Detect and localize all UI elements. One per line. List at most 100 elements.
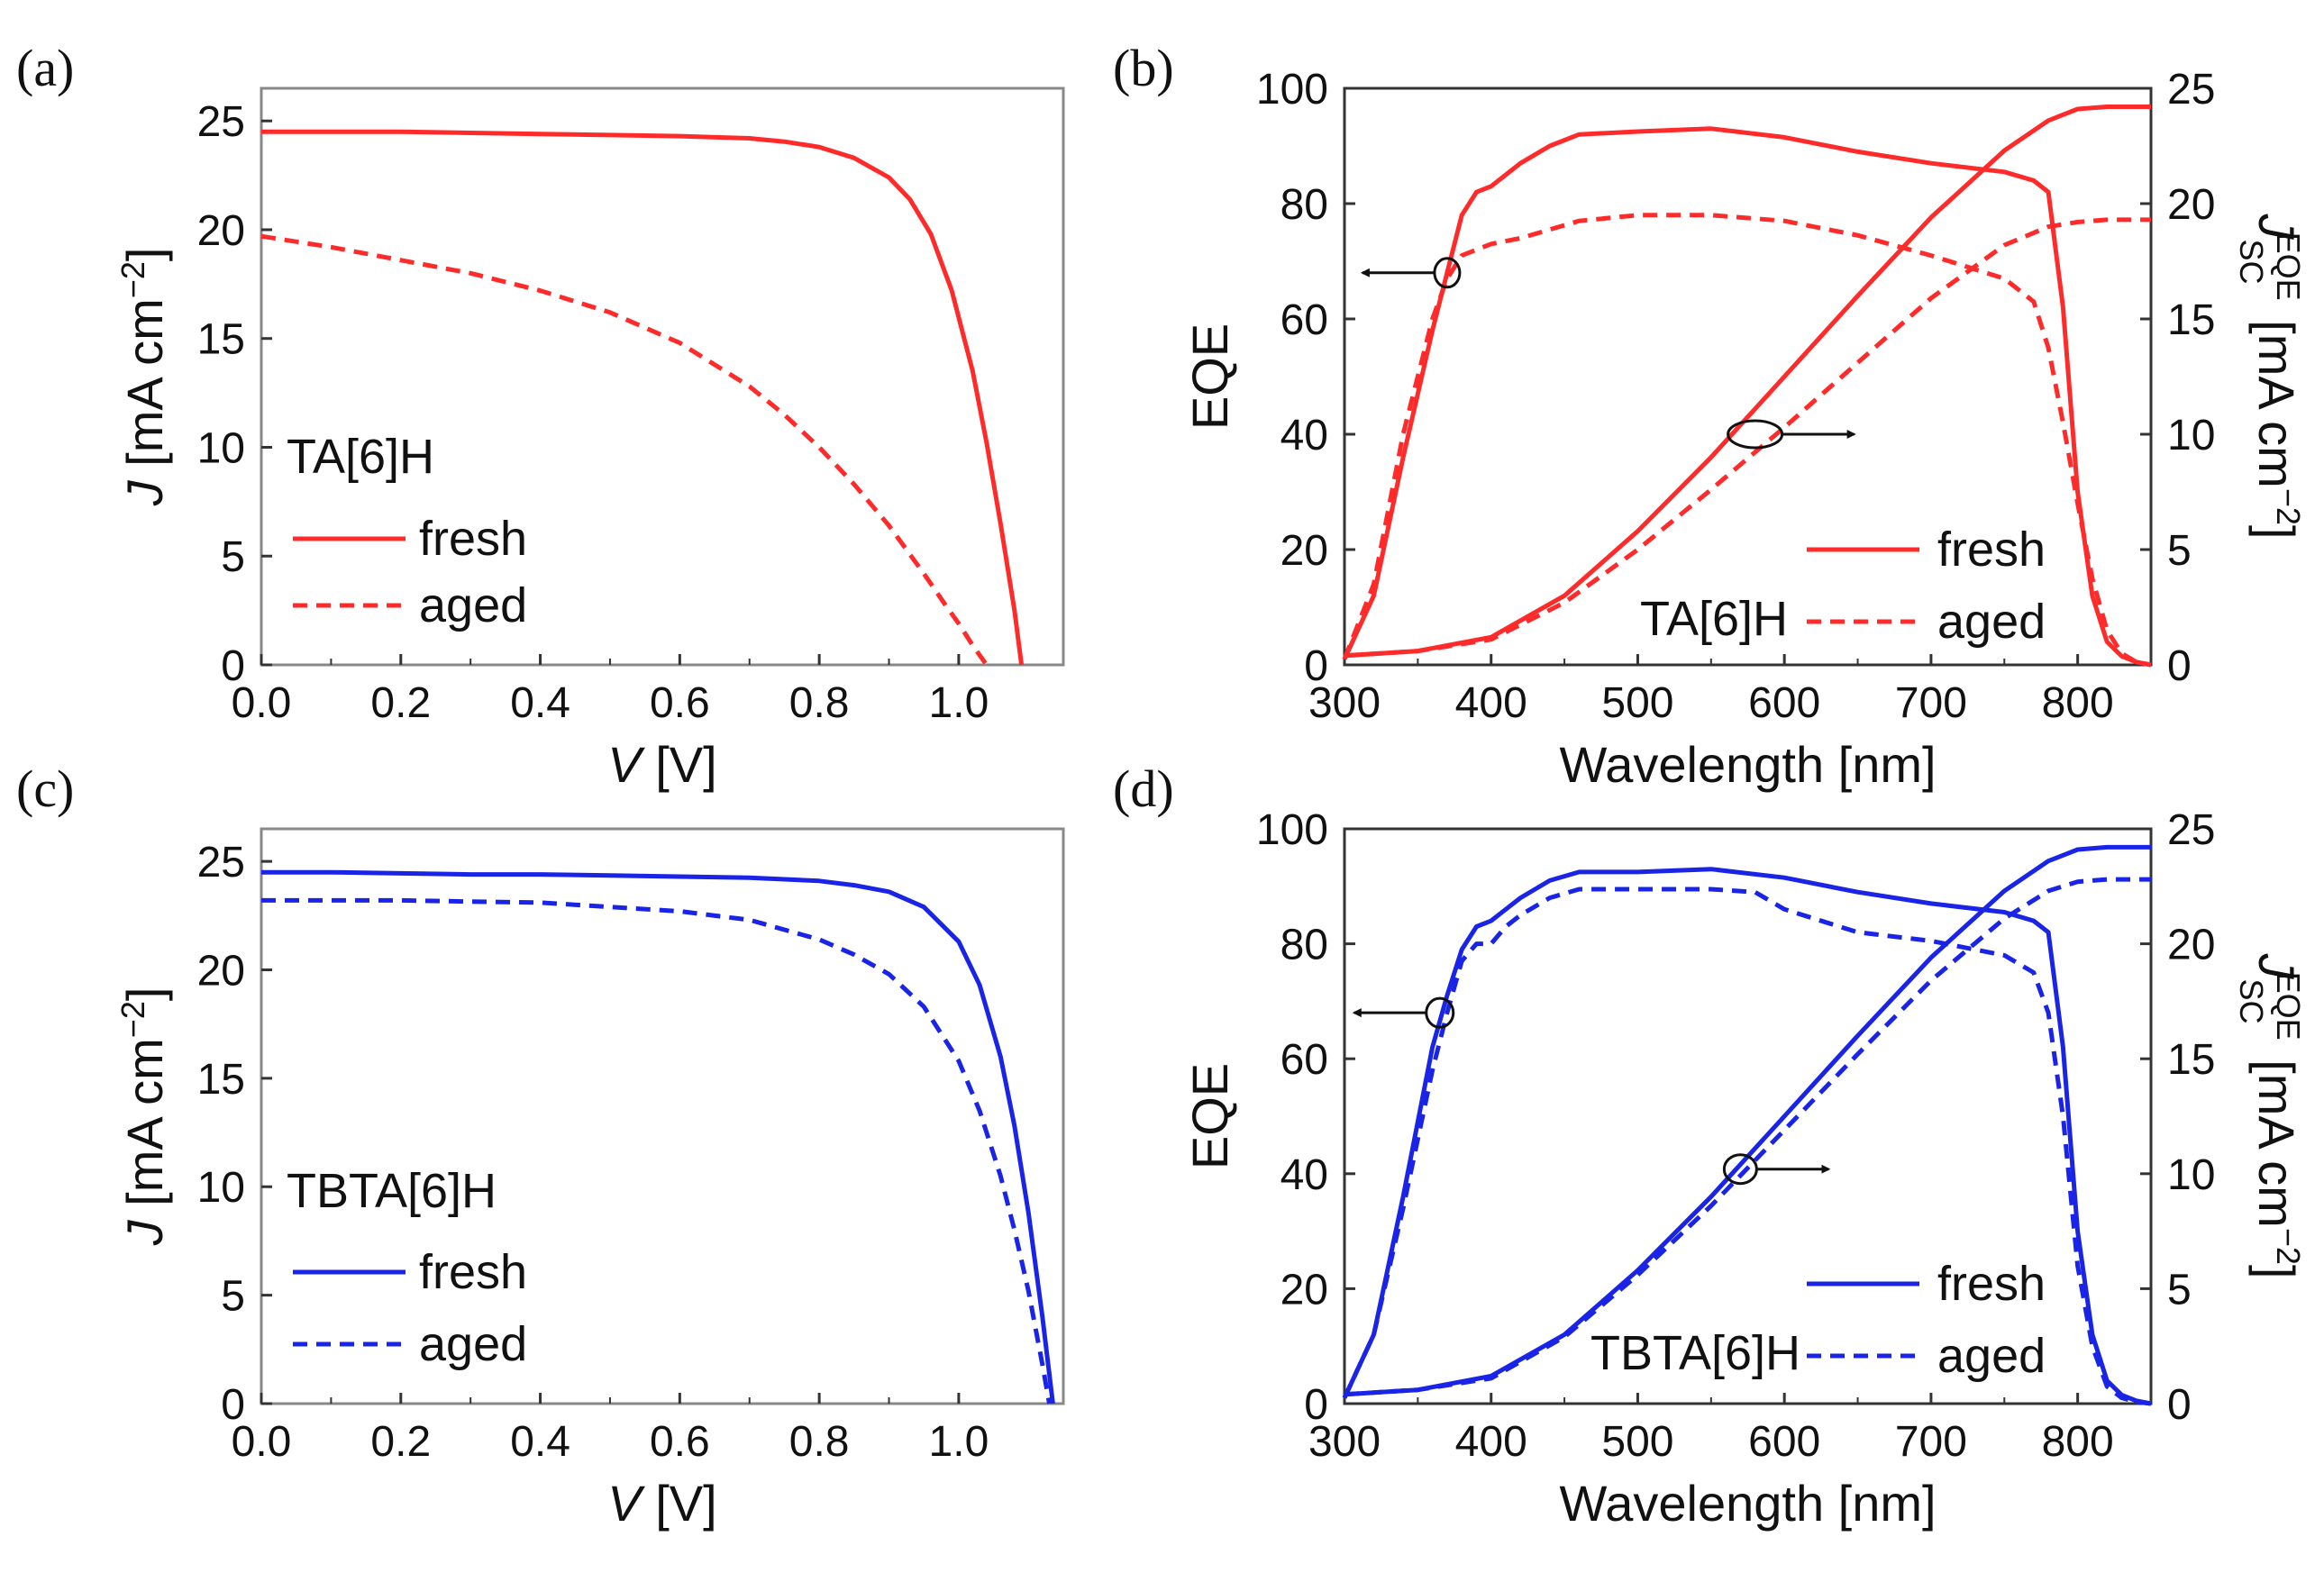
y-tick-label: 0 — [221, 642, 245, 690]
y-tick-label: 0 — [221, 1381, 245, 1429]
legend-label-fresh: fresh — [419, 1245, 527, 1299]
series-line-aged — [1342, 213, 2152, 668]
y-tick-label: 100 — [1256, 66, 1328, 114]
x-tick-label: 1.0 — [929, 1418, 989, 1466]
x-tick-label: 600 — [1748, 1418, 1820, 1466]
y2-axis-title: JSCEQE [mA cm−2] — [2234, 953, 2308, 1279]
series-line-aged — [1342, 887, 2152, 1406]
y2-tick-label: 25 — [2167, 66, 2215, 114]
panel-label-c: (c) — [16, 759, 74, 818]
x-tick-label: 400 — [1455, 679, 1527, 727]
y-tick-label: 40 — [1280, 412, 1328, 459]
x-tick-label: 0.4 — [510, 1418, 570, 1466]
y-tick-label: 60 — [1280, 296, 1328, 344]
plot-frame-a — [260, 86, 1065, 667]
x-tick-label: 800 — [2042, 679, 2114, 727]
y-tick-label: 0 — [1304, 642, 1328, 690]
plot-frame-c — [260, 827, 1065, 1405]
x-tick-label: 0.8 — [789, 1418, 850, 1466]
y2-tick-label: 20 — [2167, 922, 2215, 969]
legend-label-fresh: fresh — [419, 512, 527, 566]
series-line-fresh_jsc — [1344, 844, 2151, 1397]
x-axis-title: V [V] — [607, 1475, 716, 1532]
y-tick-label: 100 — [1256, 806, 1328, 854]
x-axis-title: Wavelength [nm] — [1559, 1475, 1936, 1532]
y-tick-label: 80 — [1280, 181, 1328, 229]
y-tick-label: 15 — [197, 1056, 245, 1104]
sample-label: TA[6]H — [287, 430, 434, 484]
x-tick-label: 300 — [1308, 679, 1381, 727]
legend-label-aged: aged — [419, 1317, 527, 1371]
series-line-aged_jsc — [1344, 877, 2151, 1397]
x-tick-label: 0.0 — [232, 1418, 292, 1466]
y2-tick-label: 20 — [2167, 181, 2215, 229]
x-tick-label: 0.0 — [232, 679, 292, 727]
y-tick-label: 60 — [1280, 1036, 1328, 1084]
panel-b: (b) 300 400 500 600 700 800 0 20 40 60 80 100 0 5 10 15 2… — [1113, 39, 2308, 793]
series-line-aged_jsc — [1344, 217, 2151, 659]
y-tick-label: 10 — [197, 424, 245, 472]
x-tick-label: 700 — [1895, 1418, 1967, 1466]
y-tick-label: 15 — [197, 316, 245, 364]
x-tick-label: 0.4 — [510, 679, 570, 727]
y2-tick-label: 15 — [2167, 1036, 2215, 1084]
y-tick-label: 0 — [1304, 1381, 1328, 1429]
panel-label-d: (d) — [1113, 759, 1174, 818]
series-line-aged — [260, 233, 989, 667]
panel-a: (a) 0.0 0.2 0.4 0.6 0.8 1.0 0 5 10 15 20 25 V [V] J [m… — [16, 39, 1065, 793]
y-tick-label: 20 — [197, 207, 245, 255]
y2-tick-label: 10 — [2167, 1151, 2215, 1199]
y-tick-label: 20 — [1280, 527, 1328, 575]
y-tick-label: 20 — [1280, 1266, 1328, 1314]
x-tick-label: 700 — [1895, 679, 1967, 727]
series-line-aged — [261, 897, 1052, 1405]
annotation-ellipse-right — [1722, 1153, 1758, 1186]
y-tick-label: 40 — [1280, 1151, 1328, 1199]
x-tick-label: 0.6 — [650, 679, 710, 727]
series-line-fresh_jsc — [1344, 105, 2151, 659]
panel-d: (d) 300 400 500 600 700 800 0 20 40 60 80 100 0 5 10 15 2… — [1113, 759, 2308, 1532]
x-tick-label: 500 — [1601, 679, 1673, 727]
x-tick-label: 0.2 — [370, 1418, 431, 1466]
series-line-fresh — [261, 129, 1025, 666]
y-tick-label: 5 — [221, 1273, 245, 1321]
y-axis-title: EQE — [1181, 323, 1238, 430]
y2-tick-label: 10 — [2167, 412, 2215, 459]
y-axis-title: J [mA cm−2] — [114, 248, 174, 507]
sample-label: TA[6]H — [1640, 592, 1788, 646]
y-axis-title: J [mA cm−2] — [114, 987, 174, 1247]
sample-label: TBTA[6]H — [287, 1164, 497, 1218]
legend-label-fresh: fresh — [1937, 523, 2046, 577]
series-line-fresh — [1342, 126, 2152, 668]
x-axis-title: Wavelength [nm] — [1559, 736, 1936, 793]
y2-tick-label: 15 — [2167, 296, 2215, 344]
x-tick-label: 300 — [1308, 1418, 1381, 1466]
x-tick-label: 500 — [1601, 1418, 1673, 1466]
y2-tick-label: 5 — [2167, 1266, 2192, 1314]
x-tick-label: 0.2 — [370, 679, 431, 727]
x-tick-label: 0.8 — [789, 679, 850, 727]
x-axis-title: V [V] — [607, 736, 716, 793]
y-tick-label: 20 — [197, 947, 245, 995]
x-tick-label: 0.6 — [650, 1418, 710, 1466]
y-tick-label: 80 — [1280, 922, 1328, 969]
y2-axis-title: JSCEQE [mA cm−2] — [2234, 214, 2308, 540]
legend-label-aged: aged — [1937, 595, 2046, 649]
y2-tick-label: 0 — [2167, 642, 2192, 690]
plot-frame-d — [1343, 827, 2153, 1405]
y-axis-title: EQE — [1181, 1063, 1238, 1169]
panel-c: (c) 0.0 0.2 0.4 0.6 0.8 1.0 0 5 10 15 20 25 V [V] J [m… — [16, 759, 1065, 1532]
y2-tick-label: 25 — [2167, 806, 2215, 854]
x-tick-label: 400 — [1455, 1418, 1527, 1466]
series-line-fresh — [261, 869, 1055, 1405]
legend-label-fresh: fresh — [1937, 1257, 2046, 1311]
x-tick-label: 600 — [1748, 679, 1820, 727]
legend-label-aged: aged — [419, 578, 527, 632]
panel-label-b: (b) — [1113, 39, 1174, 97]
y-tick-label: 25 — [197, 839, 245, 887]
sample-label: TBTA[6]H — [1590, 1326, 1800, 1380]
panel-label-a: (a) — [16, 39, 74, 97]
plot-frame-b — [1343, 86, 2153, 667]
y-tick-label: 10 — [197, 1164, 245, 1212]
